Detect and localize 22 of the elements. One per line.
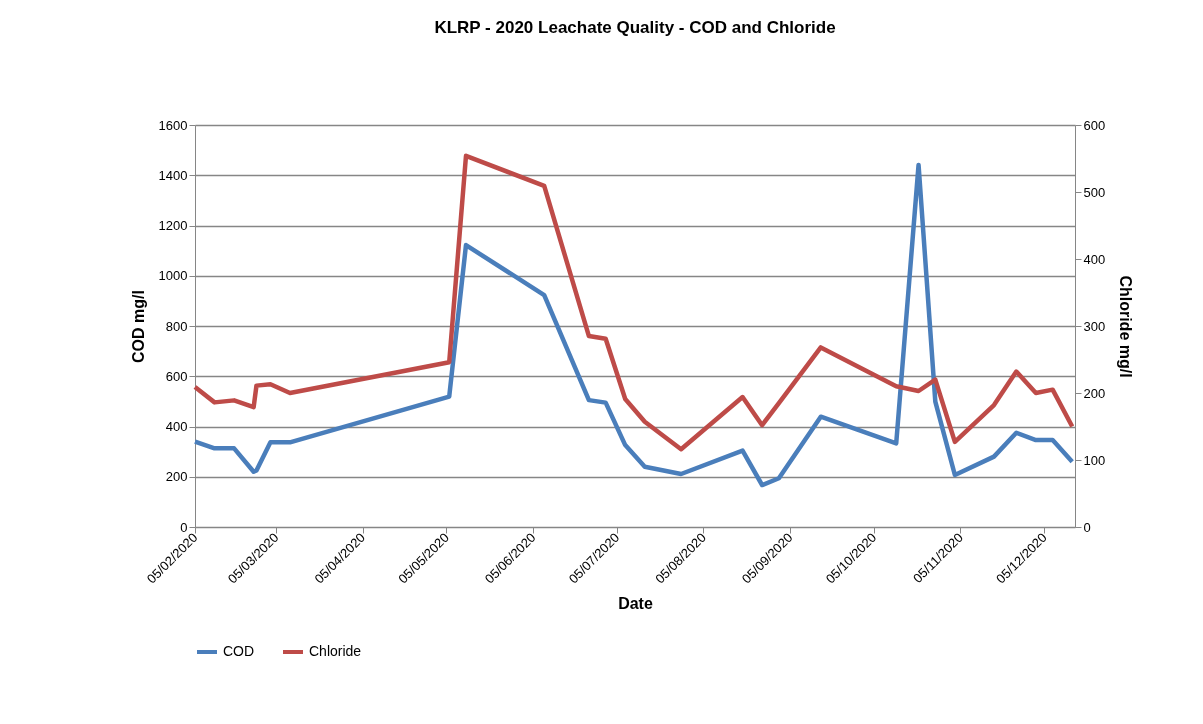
chart-title: KLRP - 2020 Leachate Quality - COD and Chloride [434, 18, 836, 37]
y-tick-label: 1600 [158, 117, 188, 133]
y2-tick-label: 300 [1083, 318, 1106, 334]
y2-tick-label: 400 [1083, 251, 1106, 267]
y-tick-label: 0 [180, 519, 188, 535]
legend-label: COD [223, 643, 255, 659]
y-tick-label: 600 [165, 368, 188, 384]
y2-axis-title: Chloride mg/l [1117, 275, 1135, 378]
y2-tick-label: 100 [1083, 452, 1106, 468]
y2-tick-label: 0 [1083, 519, 1091, 535]
y2-tick-label: 200 [1083, 385, 1106, 401]
y2-tick-label: 600 [1083, 117, 1106, 133]
legend-label: Chloride [309, 643, 362, 659]
y-tick-label: 1200 [158, 218, 188, 233]
y2-tick-label: 500 [1083, 184, 1106, 200]
y-tick-label: 800 [165, 318, 188, 334]
y-axis-title: COD mg/l [129, 290, 147, 363]
x-axis-title: Date [618, 595, 653, 613]
y-tick-label: 400 [165, 419, 188, 434]
y-tick-label: 200 [165, 469, 188, 485]
y-tick-label: 1000 [158, 268, 188, 284]
y-tick-label: 1400 [158, 167, 188, 183]
